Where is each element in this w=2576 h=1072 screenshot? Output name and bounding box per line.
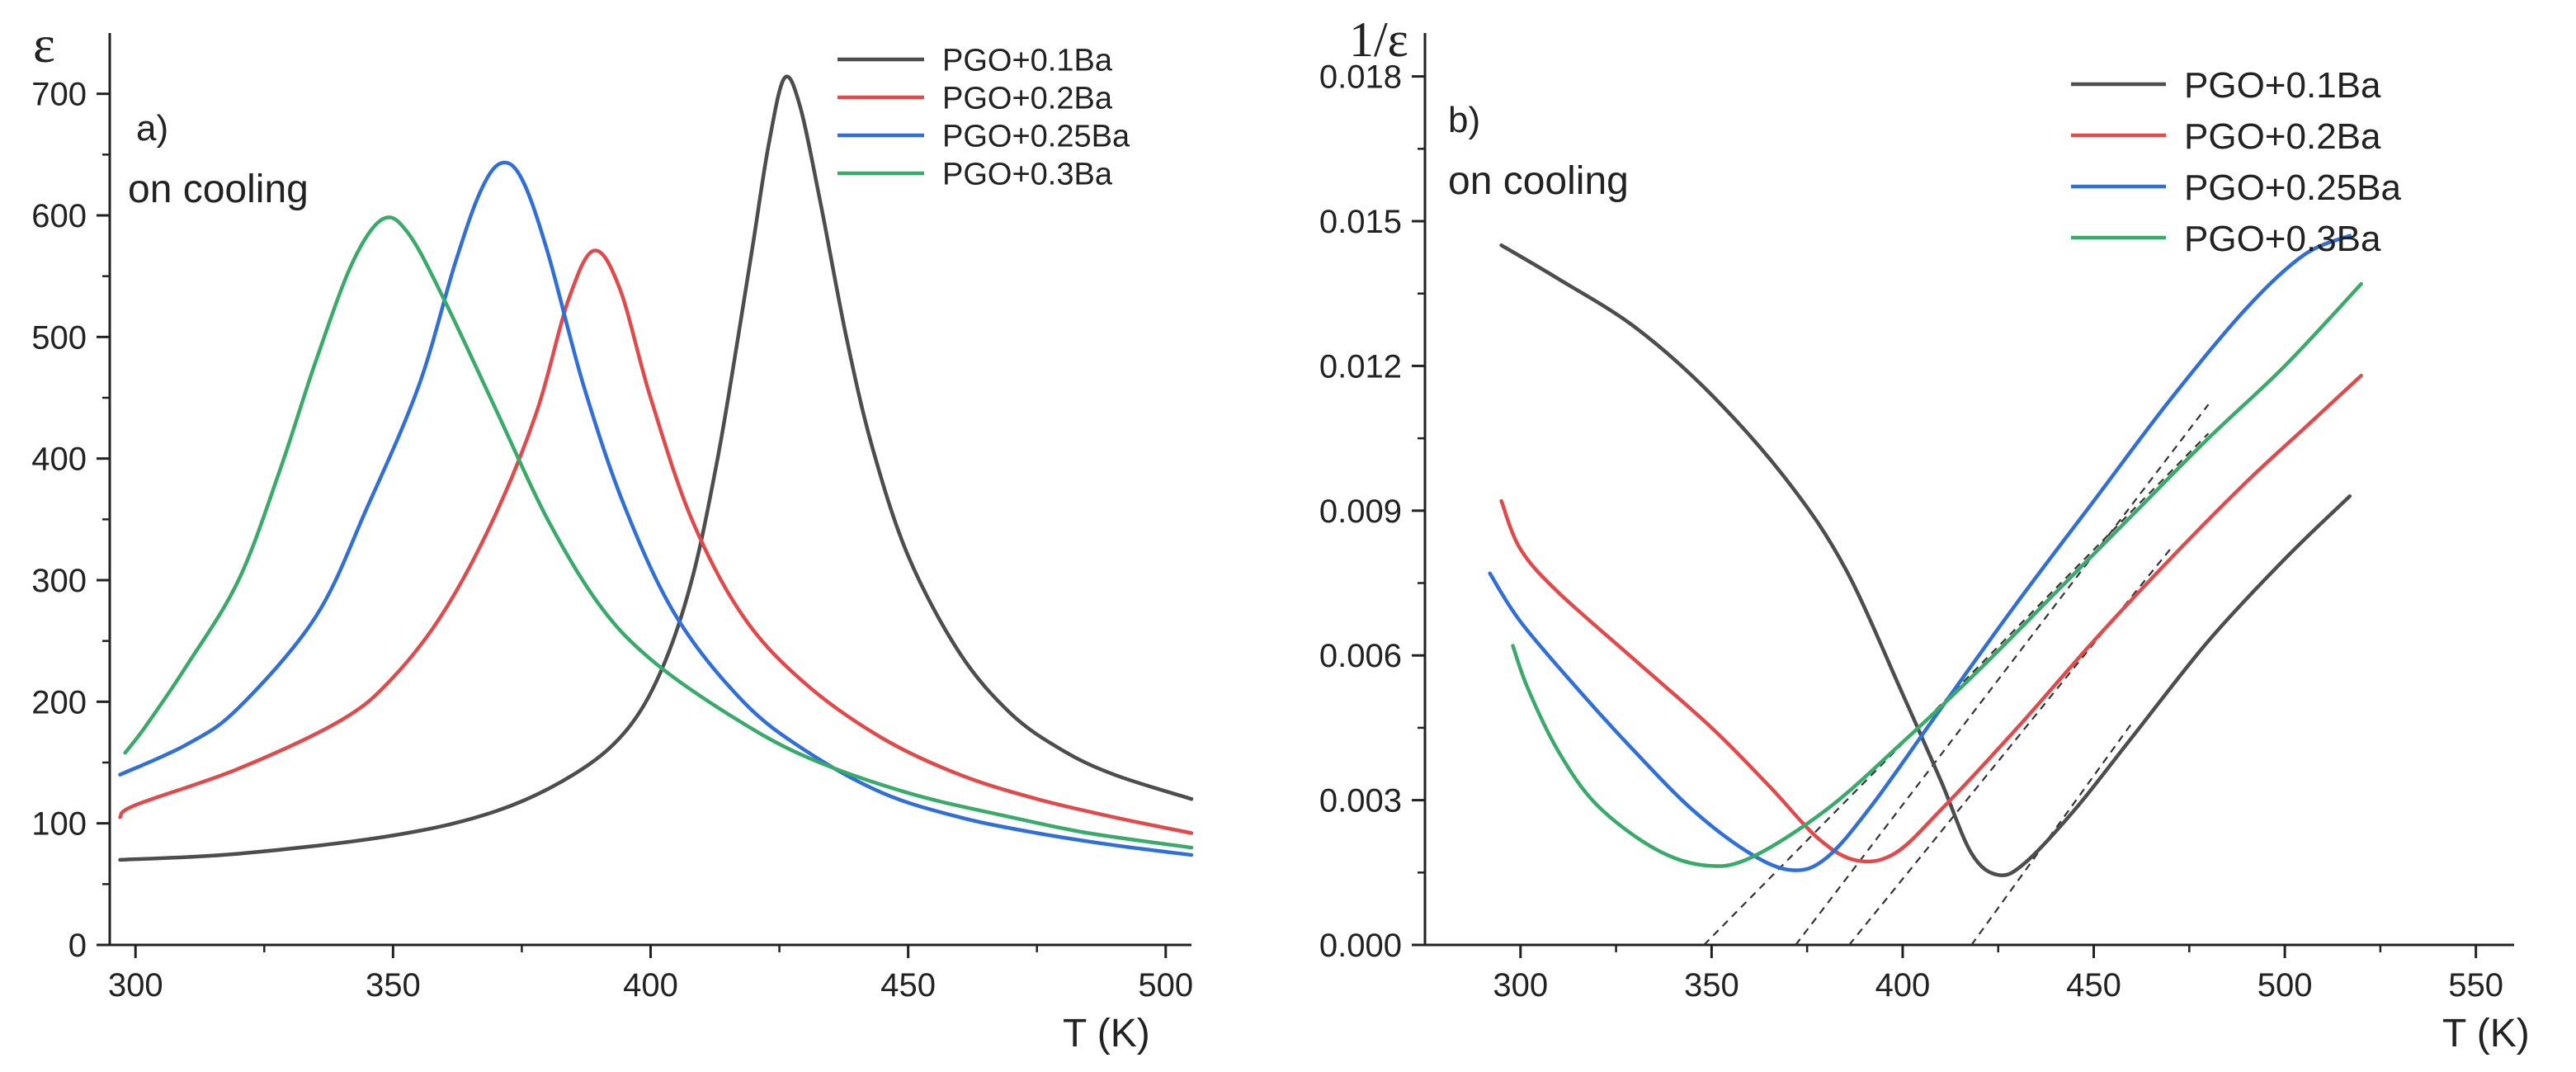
y-tick-label: 0.009 [1319,493,1402,530]
legend-label: PGO+0.3Ba [2184,219,2381,259]
y-tick-label: 400 [31,442,87,478]
panel-a-label: a) [136,108,168,149]
y-tick-label: 700 [31,77,87,113]
y-tick-label: 0.018 [1319,59,1402,96]
panel-b-axes: 300 350 400 450 500 550 0.000 0.003 0.006 0.009 0.… [1319,33,2514,1004]
panel-a-series [118,74,1194,862]
legend-item: PGO+0.25Ba [837,120,1130,154]
y-tick-label: 0.000 [1319,928,1402,964]
legend-item: PGO+0.3Ba [2071,219,2381,259]
panel-a: ε a) on cooling T (K) 300 350 400 450 500 0 10… [31,15,1194,1055]
panel-b-series [1488,234,2363,877]
y-tick-label: 0.015 [1319,204,1402,240]
panel-b-legend: PGO+0.1Ba PGO+0.2Ba PGO+0.25Ba PGO+0.3Ba [2071,65,2401,259]
legend-label: PGO+0.2Ba [942,82,1113,116]
panel-a-axes: 300 350 400 450 500 0 100 200 300 400 500 600 700 [31,33,1193,1004]
legend-label: PGO+0.25Ba [942,120,1130,154]
y-tick-label: 200 [31,684,87,720]
panel-a-annotation: on cooling [128,168,309,211]
x-tick-label: 550 [2448,967,2503,1004]
legend-item: PGO+0.2Ba [837,82,1113,116]
x-tick-label: 350 [366,967,421,1004]
panel-a-xlabel: T (K) [1063,1012,1150,1055]
panel-b: 1/ε b) on cooling T (K) 300 350 400 450 500 5… [1319,12,2530,1055]
legend-item: PGO+0.25Ba [2071,168,2401,208]
legend-item: PGO+0.3Ba [837,158,1113,192]
series-line-pgo-0-2ba [118,248,1194,835]
legend-item: PGO+0.2Ba [2071,116,2381,157]
panel-b-axis-lines [1423,33,2514,947]
legend-label: PGO+0.25Ba [2184,168,2401,208]
legend-label: PGO+0.1Ba [2184,65,2381,106]
panel-b-label: b) [1448,100,1480,140]
x-tick-label: 350 [1684,967,1739,1004]
panel-b-xlabel: T (K) [2442,1012,2530,1055]
y-tick-label: 0.012 [1319,348,1402,385]
series-line-pgo-0-3ba [123,215,1194,850]
extrapolation-guide-line [1795,404,2210,946]
y-tick-label: 100 [31,806,87,843]
x-tick-label: 400 [623,967,678,1004]
panel-b-guide-lines [1703,404,2210,946]
panel-a-legend: PGO+0.1Ba PGO+0.2Ba PGO+0.25Ba PGO+0.3Ba [837,44,1130,192]
legend-label: PGO+0.3Ba [942,158,1113,192]
x-tick-label: 300 [108,967,163,1004]
series-line-pgo-0-1ba [1499,243,2352,877]
series-line-pgo-0-1ba [118,74,1194,862]
y-tick-label: 0.003 [1319,783,1402,819]
legend-label: PGO+0.1Ba [942,44,1113,78]
x-tick-label: 500 [2258,967,2313,1004]
x-tick-label: 500 [1138,967,1193,1004]
x-tick-label: 450 [2066,967,2121,1004]
panel-a-ylabel: ε [33,15,55,73]
panel-b-annotation: on cooling [1448,159,1629,203]
x-tick-label: 400 [1875,967,1931,1004]
y-tick-label: 0.006 [1319,638,1402,674]
x-tick-label: 300 [1493,967,1548,1004]
series-line-pgo-0-25ba [1488,234,2352,872]
legend-item: PGO+0.1Ba [837,44,1113,78]
series-line-pgo-0-25ba [118,160,1194,857]
y-tick-label: 600 [31,198,87,234]
y-tick-label: 0 [68,928,87,964]
y-tick-label: 500 [31,319,87,356]
series-line-pgo-0-3ba [1511,281,2363,868]
legend-item: PGO+0.1Ba [2071,65,2381,106]
y-tick-label: 300 [31,563,87,599]
x-tick-label: 450 [880,967,936,1004]
panel-b-ylabel: 1/ε [1349,12,1408,67]
series-line-pgo-0-2ba [1499,373,2363,864]
legend-label: PGO+0.2Ba [2184,116,2381,157]
